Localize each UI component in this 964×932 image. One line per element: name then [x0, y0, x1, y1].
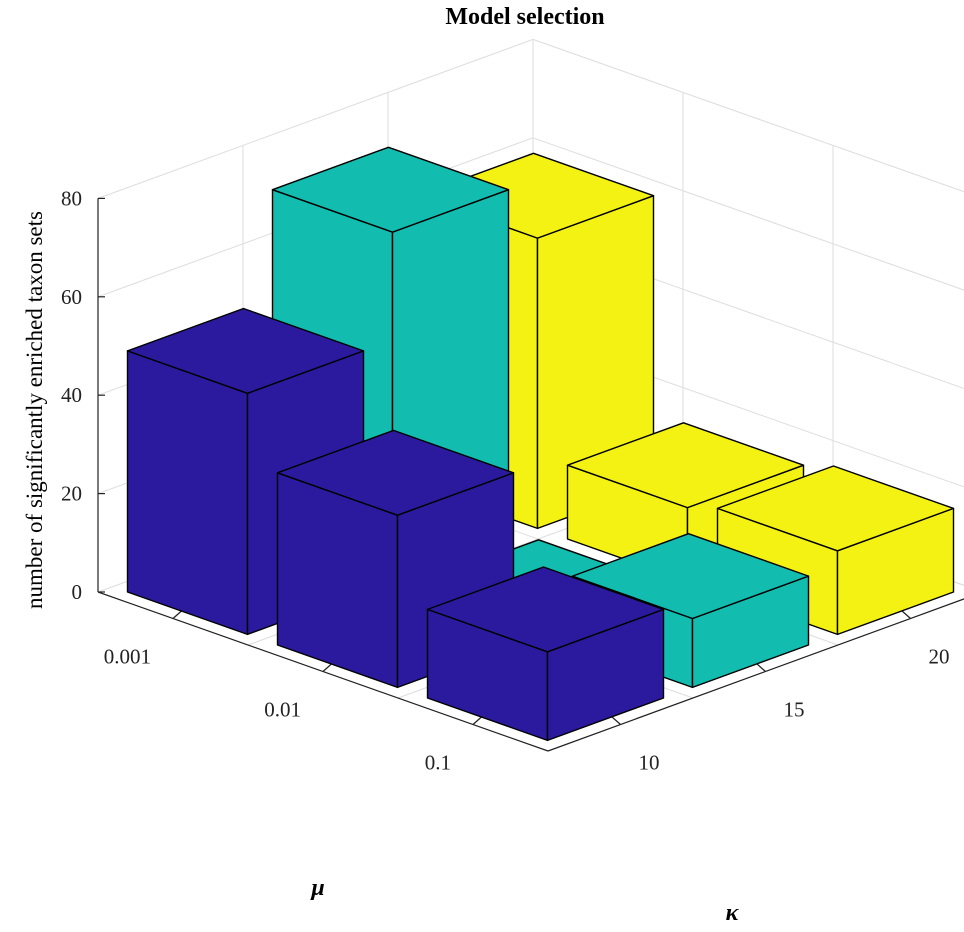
gridline-back-wall: [532, 38, 964, 193]
bar-top-face: [276, 429, 515, 516]
mu-tick-mark: [472, 716, 483, 725]
chart-title: Model selection: [445, 4, 604, 30]
mu-tick-label: 0.01: [264, 698, 301, 722]
gridline-back-wall: [532, 137, 964, 291]
mu-tick-mark: [172, 610, 183, 619]
z-tick-label: 0: [72, 580, 83, 604]
bar-mu-0.1-kappa-10: [426, 566, 665, 742]
labels: Model selection number of significantly …: [22, 4, 950, 926]
bar-left-face: [126, 350, 249, 636]
mu-tick-label: 0.001: [104, 645, 151, 669]
z-tick-label: 60: [61, 285, 82, 309]
kappa-tick-mark: [611, 716, 621, 725]
z-tick-label: 40: [61, 383, 82, 407]
kappa-tick-label: 15: [784, 698, 805, 722]
mu-tick-mark: [322, 663, 333, 672]
kappa-tick-label: 20: [929, 645, 950, 669]
bar-top-face: [716, 465, 955, 552]
bar-top-face: [566, 422, 805, 509]
mu-tick-label: 0.1: [425, 751, 451, 775]
kappa-tick-mark: [756, 663, 766, 672]
z-tick-label: 80: [61, 186, 82, 210]
bar-top-face: [271, 146, 510, 233]
bars: [126, 146, 955, 742]
z-axis-label: number of significantly enriched taxon s…: [22, 211, 47, 609]
kappa-tick-mark: [901, 610, 911, 619]
bar-top-face: [126, 307, 365, 394]
axes: [97, 197, 964, 752]
bar-top-face: [426, 566, 665, 653]
kappa-axis-label: κ: [726, 900, 740, 926]
z-tick-label: 20: [61, 482, 82, 506]
kappa-tick-label: 10: [639, 751, 660, 775]
gridline-left-wall: [97, 38, 534, 199]
bar-top-face: [571, 533, 810, 620]
mu-axis-label: μ: [309, 875, 324, 901]
